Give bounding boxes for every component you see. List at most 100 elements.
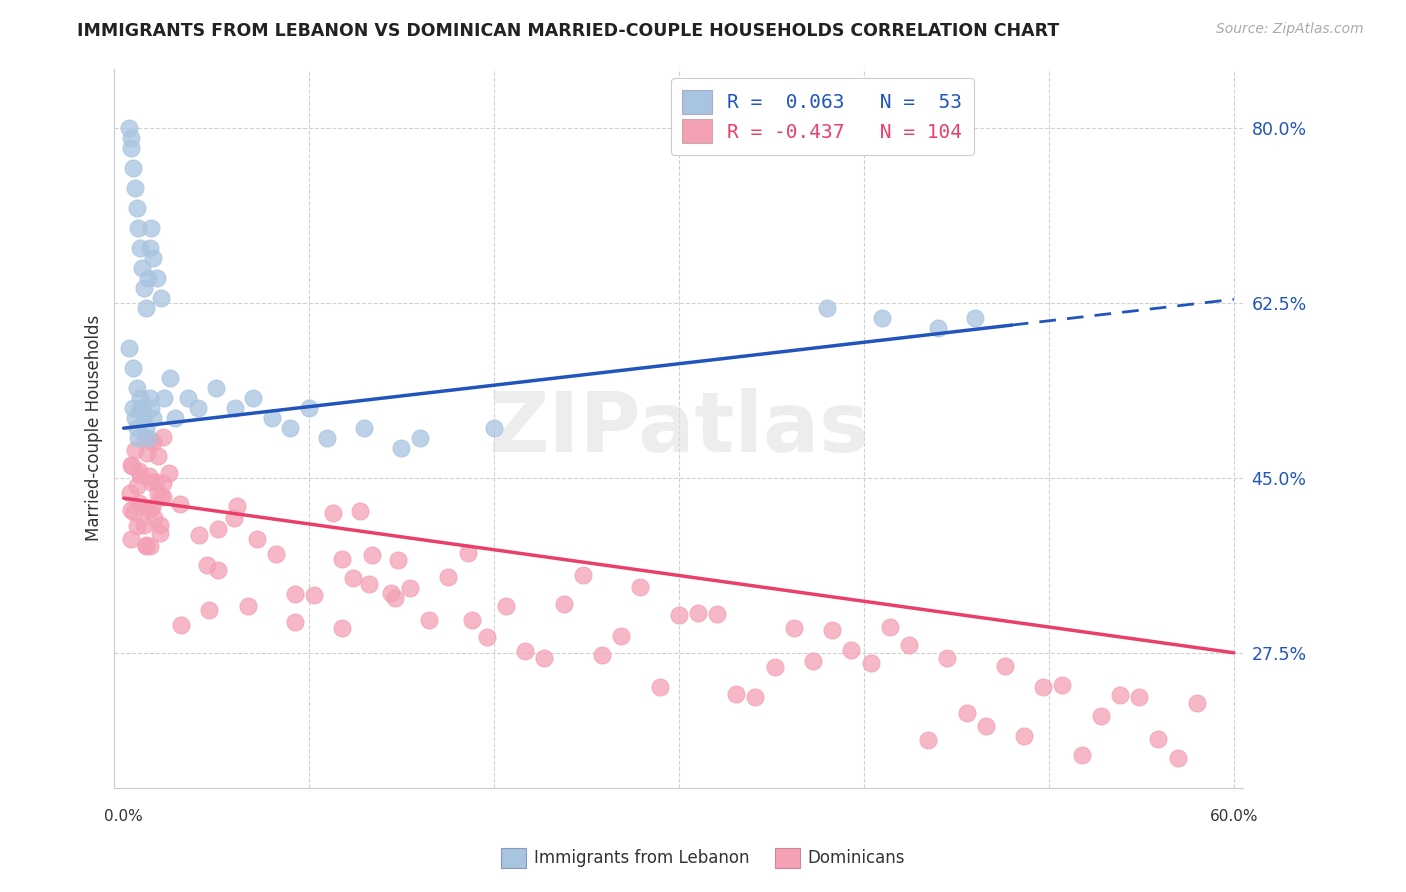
Point [120,131,142,145]
Point [131,261,153,276]
Text: IMMIGRANTS FROM LEBANON VS DOMINICAN MARRIED-COUPLE HOUSEHOLDS CORRELATION CHART: IMMIGRANTS FROM LEBANON VS DOMINICAN MAR… [77,22,1060,40]
Point [152,475,174,490]
Legend: R =  0.063   N =  53, R = -0.437   N = 104: R = 0.063 N = 53, R = -0.437 N = 104 [671,78,974,155]
Point [129,391,152,405]
Point [936,651,959,665]
Point [418,613,440,627]
Point [815,301,838,316]
Point [322,506,344,520]
Point [226,500,249,514]
Point [974,719,997,733]
Point [152,430,174,444]
Point [169,498,191,512]
Point [246,532,269,546]
Point [127,431,149,445]
Point [515,643,537,657]
Point [1147,732,1170,747]
Point [125,518,148,533]
Point [783,621,806,635]
Point [236,599,259,613]
Point [686,606,709,620]
Point [131,401,153,416]
Text: 60.0%: 60.0% [1209,809,1258,824]
Point [136,271,159,285]
Point [475,630,498,644]
Point [159,466,181,480]
Point [135,421,157,435]
Point [138,391,160,405]
Point [763,659,786,673]
Point [138,469,160,483]
Point [1109,689,1132,703]
Legend: Immigrants from Lebanon, Dominicans: Immigrants from Lebanon, Dominicans [494,841,912,875]
Point [125,381,148,395]
Point [124,443,146,458]
Point [224,401,246,416]
Point [129,241,152,255]
Point [302,588,325,602]
Point [610,629,633,643]
Text: 0.0%: 0.0% [104,809,143,824]
Y-axis label: Married-couple Households: Married-couple Households [86,315,103,541]
Point [136,431,159,445]
Point [149,526,172,541]
Point [132,281,155,295]
Point [142,435,165,450]
Point [917,732,939,747]
Point [389,441,412,455]
Point [1128,690,1150,705]
Point [1090,709,1112,723]
Point [870,311,893,326]
Point [141,401,163,416]
Point [461,613,484,627]
Point [118,121,141,136]
Point [188,528,211,542]
Point [1167,751,1189,765]
Text: ZIPatlas: ZIPatlas [488,388,869,468]
Point [135,538,157,552]
Point [278,421,301,435]
Point [357,576,380,591]
Point [120,532,142,546]
Point [955,706,977,720]
Point [165,411,187,425]
Text: Source: ZipAtlas.com: Source: ZipAtlas.com [1216,22,1364,37]
Point [152,490,174,504]
Point [121,459,143,474]
Point [122,505,145,519]
Point [125,479,148,493]
Point [149,518,172,533]
Point [139,540,162,554]
Point [135,539,157,553]
Point [387,553,409,567]
Point [122,401,145,416]
Point [138,241,160,255]
Point [141,221,163,235]
Point [482,421,505,435]
Point [146,271,169,285]
Point [205,381,228,395]
Point [591,648,613,662]
Point [1032,680,1054,694]
Point [129,467,152,482]
Point [533,651,555,665]
Point [149,291,172,305]
Point [142,252,165,266]
Point [142,510,165,524]
Point [437,570,460,584]
Point [169,618,191,632]
Point [744,690,766,705]
Point [316,431,339,445]
Point [457,546,479,560]
Point [148,485,170,500]
Point [1012,730,1035,744]
Point [1052,678,1074,692]
Point [187,401,209,416]
Point [242,391,264,405]
Point [994,659,1017,673]
Point [353,421,375,435]
Point [118,341,141,355]
Point [129,401,152,416]
Point [409,431,432,445]
Point [841,642,863,657]
